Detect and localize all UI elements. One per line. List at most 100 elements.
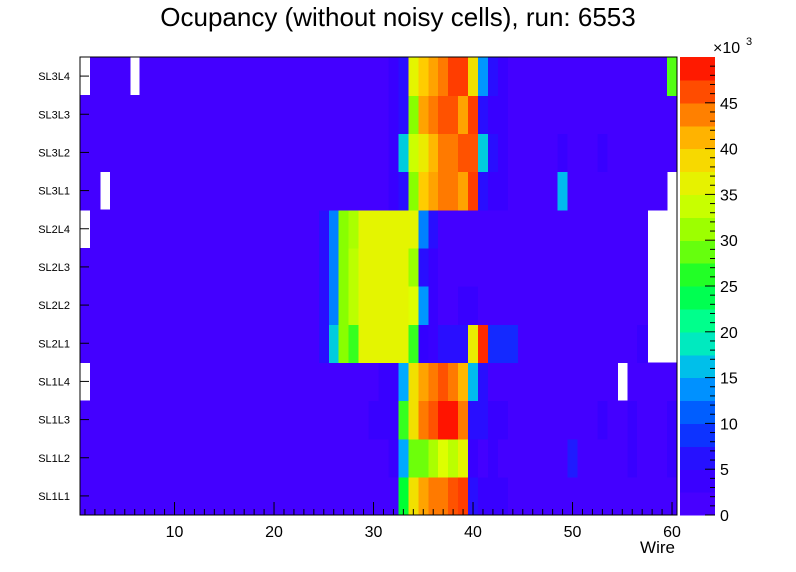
heatmap-cell: [478, 171, 489, 211]
heatmap-cell: [159, 324, 171, 363]
heatmap-cell: [478, 438, 489, 478]
heatmap-cell: [308, 400, 320, 440]
heatmap-cell: [308, 95, 320, 134]
heatmap-cell: [597, 324, 608, 363]
heatmap-cell: [328, 57, 340, 96]
heatmap-cell: [388, 400, 399, 440]
colorbar-band: [680, 102, 715, 127]
heatmap-cell: [408, 171, 419, 211]
colorbar-tick-label: 40: [720, 142, 738, 159]
y-tick-label: SL3L1: [38, 186, 70, 198]
y-tick-label: SL3L4: [38, 71, 70, 83]
heatmap-cell: [239, 209, 250, 249]
heatmap-cell: [557, 133, 569, 173]
heatmap-cell: [537, 476, 549, 516]
heatmap-cell: [487, 171, 499, 211]
heatmap-cell: [637, 362, 648, 402]
heatmap-cell: [89, 438, 101, 478]
x-tick-label: 10: [166, 524, 184, 541]
heatmap-cell: [269, 133, 280, 173]
heatmap-cell: [249, 400, 260, 440]
heatmap-cell: [159, 133, 171, 173]
heatmap-cell: [99, 324, 111, 363]
heatmap-cell: [139, 133, 151, 173]
heatmap-cell: [627, 209, 638, 249]
heatmap-cell: [458, 438, 469, 478]
heatmap-cell: [229, 57, 240, 96]
heatmap-cell: [338, 476, 350, 516]
heatmap-cell: [119, 57, 131, 96]
heatmap-cell: [199, 286, 210, 325]
heatmap-cell: [448, 476, 459, 516]
heatmap-cell: [358, 171, 370, 211]
heatmap-cell: [487, 362, 499, 402]
heatmap-cell: [388, 324, 399, 363]
heatmap-cell: [269, 209, 280, 249]
heatmap-cell: [89, 362, 101, 402]
heatmap-cell: [537, 324, 549, 363]
heatmap-cell: [129, 476, 141, 516]
heatmap-cell: [378, 400, 390, 440]
heatmap-cell: [547, 95, 559, 134]
heatmap-cell: [398, 286, 409, 325]
heatmap-cell: [507, 362, 519, 402]
heatmap-cell: [428, 324, 439, 363]
heatmap-cell: [159, 57, 171, 96]
heatmap-cell: [418, 247, 429, 287]
colorbar-band: [680, 286, 715, 310]
heatmap-cell: [338, 171, 350, 211]
heatmap-cell: [119, 362, 131, 402]
heatmap-cell: [119, 286, 131, 325]
heatmap-cell: [458, 476, 469, 516]
heatmap-cell: [398, 362, 409, 402]
heatmap-cell: [298, 400, 310, 440]
heatmap-cell: [119, 171, 131, 211]
colorbar-band: [680, 263, 715, 287]
heatmap-cell: [169, 247, 181, 287]
heatmap-cell: [378, 362, 390, 402]
heatmap-cell: [328, 324, 340, 363]
heatmap-cell: [209, 209, 220, 249]
heatmap-cell: [368, 133, 380, 173]
heatmap-cell: [647, 438, 658, 478]
colorbar-tick-label: 15: [720, 371, 738, 388]
heatmap-cell: [607, 400, 618, 440]
heatmap-cell: [428, 247, 439, 287]
heatmap-cell: [577, 171, 589, 211]
heatmap-cell: [388, 171, 399, 211]
heatmap-cell: [438, 324, 449, 363]
heatmap-cell: [149, 209, 161, 249]
heatmap-cell: [209, 95, 220, 134]
heatmap-cell: [597, 133, 608, 173]
heatmap-cell: [557, 95, 569, 134]
heatmap-cell: [328, 95, 340, 134]
heatmap-cell: [547, 133, 559, 173]
heatmap-cell: [517, 476, 529, 516]
heatmap-cell: [398, 95, 409, 134]
heatmap-cell: [448, 133, 459, 173]
heatmap-cell: [109, 324, 121, 363]
heatmap-cell: [318, 133, 330, 173]
heatmap-cell: [418, 438, 429, 478]
heatmap-cell: [547, 476, 559, 516]
heatmap-cell: [547, 400, 559, 440]
heatmap-cell: [667, 133, 678, 173]
heatmap-cell: [149, 476, 161, 516]
heatmap-cell: [478, 362, 489, 402]
heatmap-cell: [527, 400, 539, 440]
heatmap-cell: [378, 324, 390, 363]
heatmap-cell: [617, 286, 628, 325]
heatmap-cell: [368, 400, 380, 440]
heatmap-cell: [398, 171, 409, 211]
heatmap-cell: [368, 362, 380, 402]
heatmap-cell: [209, 400, 220, 440]
heatmap-cell: [259, 133, 270, 173]
heatmap-cell: [487, 438, 499, 478]
heatmap-cell: [119, 95, 131, 134]
heatmap-cell: [597, 362, 608, 402]
heatmap-cell: [308, 133, 320, 173]
heatmap-cell: [189, 362, 200, 402]
heatmap-cell: [567, 57, 579, 96]
heatmap-cell: [358, 286, 370, 325]
